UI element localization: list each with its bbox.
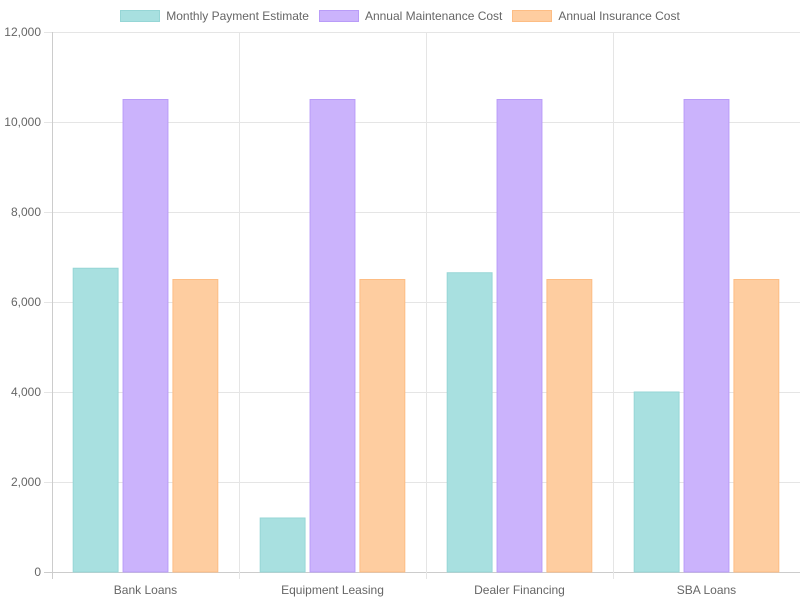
- bar-annual-insurance-cost-bank-loans: [172, 279, 219, 573]
- bar-monthly-payment-estimate-sba-loans: [633, 391, 680, 573]
- y-tick-label: 12,000: [4, 25, 41, 39]
- bar-monthly-payment-estimate-dealer-financing: [446, 272, 493, 573]
- y-tick-label: 2,000: [11, 475, 41, 489]
- bar-monthly-payment-estimate-equipment-leasing: [259, 517, 306, 573]
- chart-legend: Monthly Payment Estimate Annual Maintena…: [0, 7, 800, 25]
- bar-annual-maintenance-cost-dealer-financing: [496, 99, 543, 573]
- bar-annual-insurance-cost-dealer-financing: [546, 279, 593, 573]
- legend-item-monthly-payment[interactable]: Monthly Payment Estimate: [120, 9, 309, 23]
- y-tick-label: 4,000: [11, 385, 41, 399]
- legend-label-annual-insurance: Annual Insurance Cost: [558, 9, 680, 23]
- y-tick-label: 8,000: [11, 205, 41, 219]
- x-tick-label: Bank Loans: [114, 583, 177, 597]
- bar-annual-maintenance-cost-bank-loans: [122, 99, 169, 573]
- y-tick-label: 6,000: [11, 295, 41, 309]
- legend-item-annual-insurance[interactable]: Annual Insurance Cost: [512, 9, 680, 23]
- y-tick-label: 10,000: [4, 115, 41, 129]
- x-tick-label: Dealer Financing: [474, 583, 565, 597]
- legend-label-annual-maintenance: Annual Maintenance Cost: [364, 9, 503, 23]
- bar-annual-maintenance-cost-equipment-leasing: [309, 99, 356, 573]
- x-tick-label: SBA Loans: [677, 583, 736, 597]
- bar-annual-insurance-cost-sba-loans: [733, 279, 780, 573]
- x-tick-label: Equipment Leasing: [281, 583, 384, 597]
- bar-annual-insurance-cost-equipment-leasing: [359, 279, 406, 573]
- y-tick-label: 0: [34, 565, 41, 579]
- legend-label-monthly-payment: Monthly Payment Estimate: [166, 9, 309, 23]
- legend-swatch-monthly-payment: [120, 10, 161, 22]
- legend-swatch-annual-insurance: [512, 10, 553, 22]
- bar-monthly-payment-estimate-bank-loans: [72, 267, 119, 573]
- bar-annual-maintenance-cost-sba-loans: [683, 99, 730, 573]
- legend-swatch-annual-maintenance: [318, 10, 359, 22]
- legend-item-annual-maintenance[interactable]: Annual Maintenance Cost: [318, 9, 503, 23]
